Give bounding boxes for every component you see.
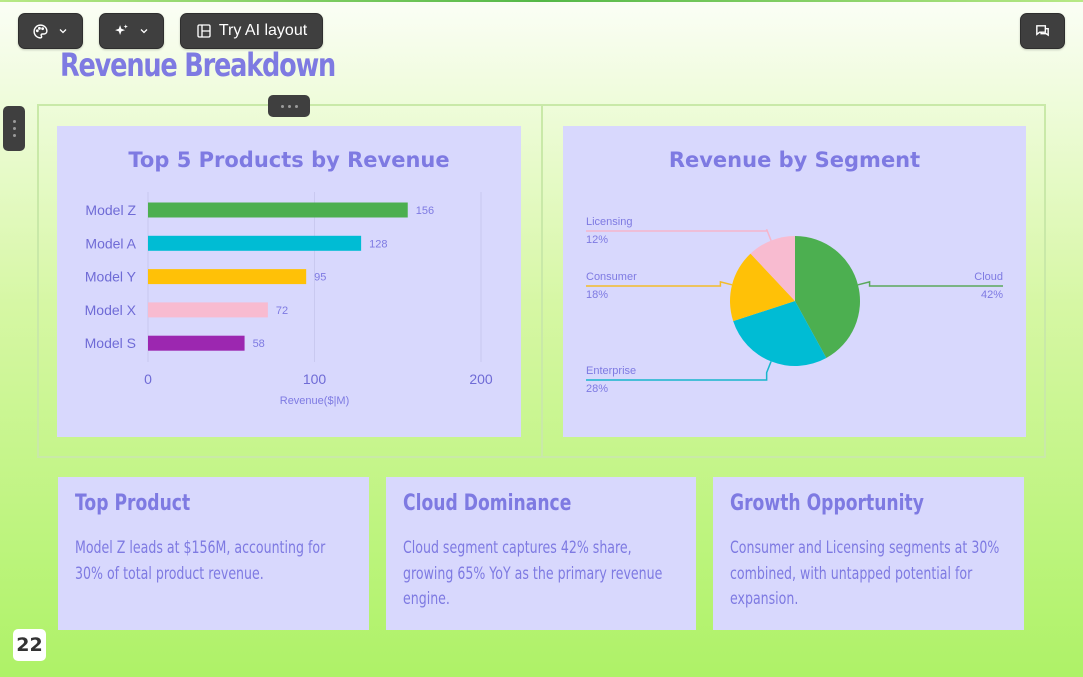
category-label: Model Z (85, 202, 136, 218)
x-axis-label: Revenue($|M) (280, 395, 350, 407)
slice-percent: 18% (586, 289, 608, 301)
slide-title: Revenue Breakdown (60, 46, 336, 84)
pie-chart: Cloud 42% Enterprise 28% Consumer 18% Licensin… (586, 216, 1003, 395)
ai-menu-button[interactable] (99, 13, 164, 49)
pie-chart-panel: Revenue by Segment Cloud 42% Enterprise 28%… (563, 126, 1026, 437)
insight-card-growth-opportunity: Growth Opportunity Consumer and Licensin… (713, 477, 1024, 630)
card-body: Model Z leads at $156M, accounting for 3… (75, 538, 326, 584)
pie-slice (795, 236, 860, 358)
bar-chart-panel: Top 5 Products by Revenue Model Z 156 Mode… (57, 126, 521, 437)
side-drag-handle[interactable] (3, 106, 25, 151)
slice-label: Enterprise (586, 365, 636, 377)
tick-label: 0 (144, 371, 152, 387)
chevron-down-icon (57, 25, 69, 37)
category-label: Model Y (85, 269, 137, 285)
category-label: Model S (85, 335, 136, 351)
data-label: 128 (369, 238, 387, 250)
slice-percent: 12% (586, 234, 608, 246)
bar (148, 302, 268, 318)
data-label: 72 (276, 305, 288, 317)
bar (148, 202, 408, 218)
card-body: Cloud segment captures 42% share, growin… (403, 538, 663, 609)
slice-percent: 28% (586, 383, 608, 395)
chevron-down-icon (138, 25, 150, 37)
card-body: Consumer and Licensing segments at 30% c… (730, 538, 1000, 609)
pie-slice (730, 253, 795, 322)
column-divider (541, 105, 543, 457)
card-title: Cloud Dominance (403, 491, 572, 516)
pie-slice (733, 301, 827, 366)
slice-label: Cloud (974, 271, 1003, 283)
bar (148, 335, 245, 351)
bar (148, 235, 362, 251)
card-title: Growth Opportunity (730, 491, 924, 516)
pie-slice (750, 236, 795, 301)
top-accent-line (0, 0, 1083, 2)
slice-label: Licensing (586, 216, 632, 228)
data-label: 156 (416, 205, 434, 217)
bar (148, 269, 307, 285)
data-label: 95 (314, 272, 326, 284)
palette-icon (32, 23, 49, 40)
sparkles-icon (113, 23, 130, 40)
category-label: Model X (85, 302, 137, 318)
data-label: 58 (253, 338, 265, 350)
tick-label: 200 (469, 371, 493, 387)
block-drag-handle[interactable] (268, 95, 310, 117)
tick-label: 100 (303, 371, 327, 387)
insight-card-top-product: Top Product Model Z leads at $156M, acco… (58, 477, 369, 630)
bar-chart-title: Top 5 Products by Revenue (128, 148, 450, 172)
slice-label: Consumer (586, 271, 637, 283)
try-ai-layout-label: Try AI layout (218, 22, 308, 39)
comment-icon (1034, 23, 1051, 40)
insight-card-cloud-dominance: Cloud Dominance Cloud segment captures 4… (386, 477, 696, 630)
bar-chart: Model Z 156 Model A 128 Model Y 95 Model X 72 Mo… (85, 192, 493, 407)
leader-line (586, 229, 772, 241)
comments-button[interactable] (1020, 13, 1065, 49)
try-ai-layout-button[interactable]: Try AI layout (180, 13, 323, 49)
slice-percent: 42% (981, 289, 1003, 301)
leader-line (857, 280, 1003, 287)
category-label: Model A (85, 235, 136, 251)
leader-line (586, 361, 772, 381)
pie-chart-title: Revenue by Segment (668, 148, 921, 172)
page-number[interactable]: 22 (13, 629, 46, 661)
layout-icon (196, 23, 212, 39)
theme-menu-button[interactable] (18, 13, 83, 49)
leader-line (586, 280, 733, 287)
card-title: Top Product (75, 491, 191, 516)
